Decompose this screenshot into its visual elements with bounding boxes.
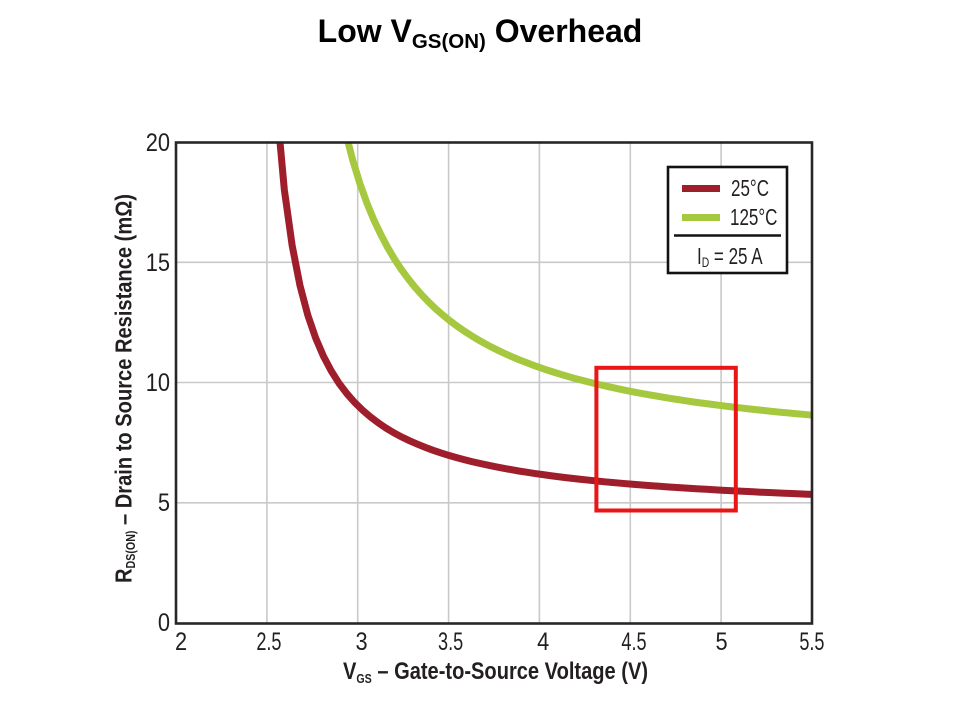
svg-text:5: 5 <box>158 489 170 517</box>
svg-text:20: 20 <box>146 129 170 157</box>
svg-text:125°C: 125°C <box>730 206 777 231</box>
svg-text:5.5: 5.5 <box>799 627 824 656</box>
svg-text:10: 10 <box>146 369 170 397</box>
svg-text:4: 4 <box>537 628 549 656</box>
svg-text:ID = 25 A: ID = 25 A <box>697 245 763 271</box>
svg-text:3.5: 3.5 <box>438 627 463 656</box>
svg-text:2.5: 2.5 <box>256 627 281 656</box>
svg-text:0: 0 <box>158 609 170 637</box>
svg-text:5: 5 <box>716 628 728 656</box>
svg-text:25°C: 25°C <box>731 177 769 202</box>
svg-text:4.5: 4.5 <box>621 627 646 656</box>
svg-text:VGS – Gate-to-Source Voltage (: VGS – Gate-to-Source Voltage (V) <box>343 657 648 686</box>
svg-text:RDS(ON) – Drain to Source Resi: RDS(ON) – Drain to Source Resistance (mΩ… <box>110 194 138 583</box>
svg-text:2: 2 <box>175 628 187 656</box>
svg-text:3: 3 <box>355 628 367 656</box>
svg-text:15: 15 <box>146 249 170 277</box>
